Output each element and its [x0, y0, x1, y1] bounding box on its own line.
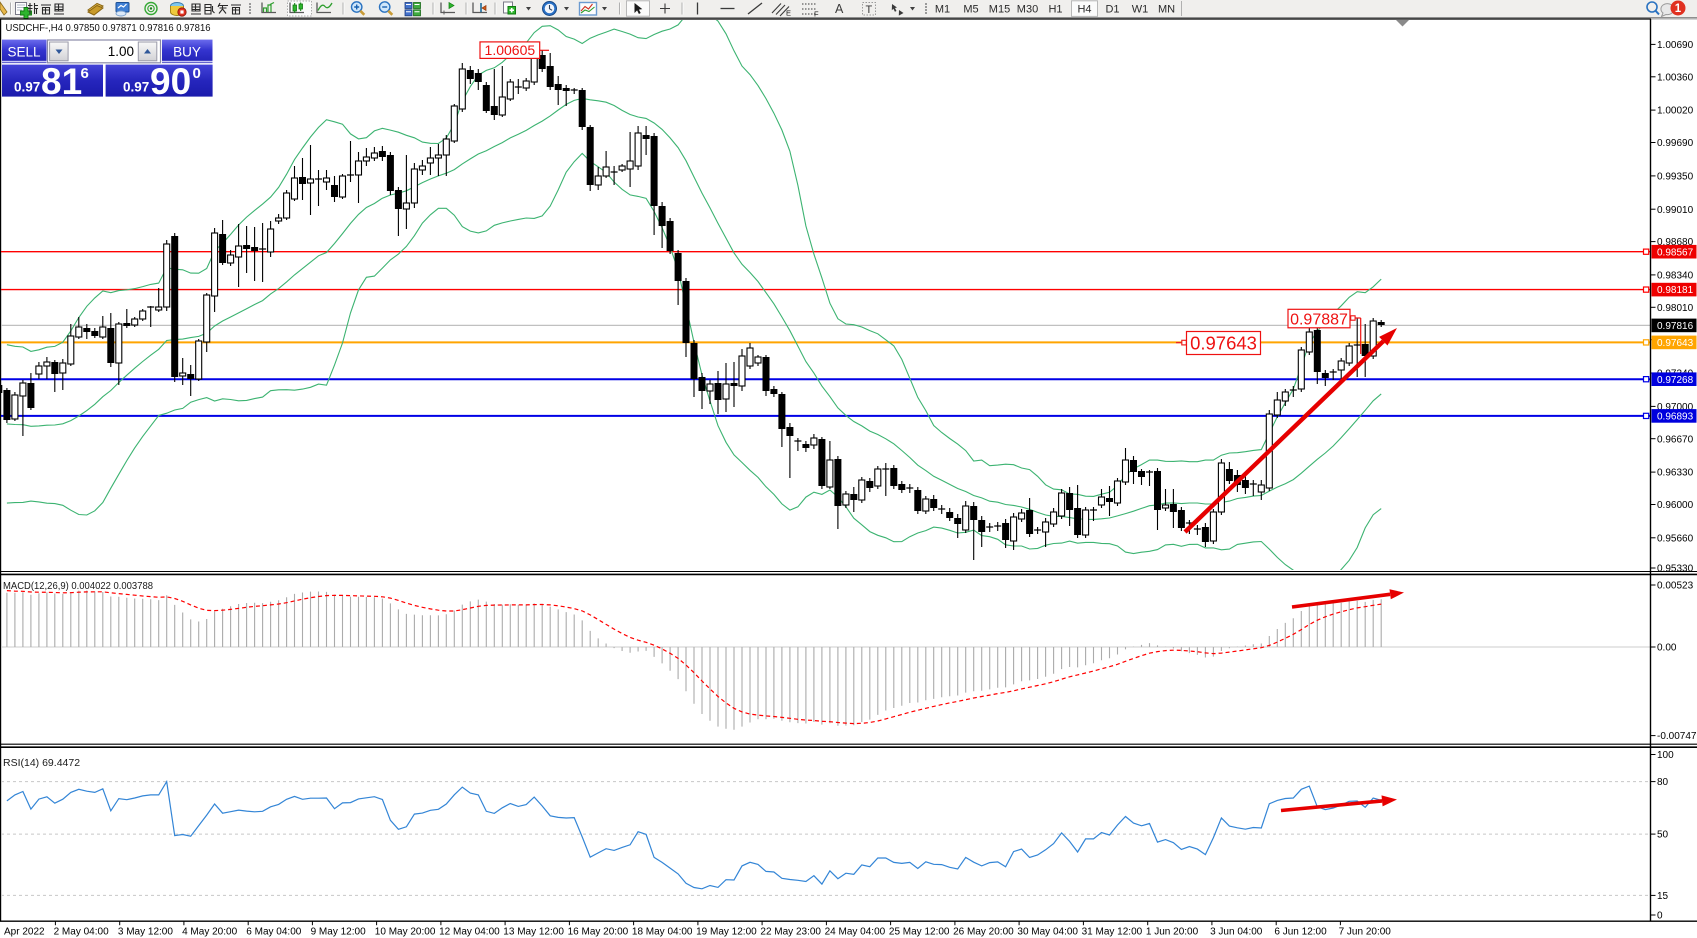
svg-text:6 May 04:00: 6 May 04:00: [246, 927, 301, 938]
svg-text:0.98680: 0.98680: [1657, 237, 1694, 248]
svg-text:0.98181: 0.98181: [1657, 285, 1694, 296]
svg-text:13 May 12:00: 13 May 12:00: [503, 927, 564, 938]
svg-text:24 May 04:00: 24 May 04:00: [825, 927, 886, 938]
svg-text:80: 80: [1657, 777, 1669, 788]
svg-text:9 May 12:00: 9 May 12:00: [311, 927, 366, 938]
svg-text:SELL: SELL: [7, 44, 41, 59]
svg-text:7 Jun 20:00: 7 Jun 20:00: [1339, 927, 1392, 938]
svg-text:100: 100: [1657, 750, 1674, 761]
svg-text:H1: H1: [1048, 4, 1062, 16]
svg-text:-0.00747: -0.00747: [1657, 731, 1697, 742]
svg-text:16 May 20:00: 16 May 20:00: [568, 927, 629, 938]
svg-text:0.99350: 0.99350: [1657, 172, 1694, 183]
svg-text:90: 90: [150, 61, 191, 102]
svg-text:0.97887: 0.97887: [1290, 311, 1348, 328]
svg-text:0.97643: 0.97643: [1190, 333, 1257, 354]
svg-text:Apr 2022: Apr 2022: [4, 927, 45, 938]
svg-text:0.95660: 0.95660: [1657, 533, 1694, 544]
svg-text:30 May 04:00: 30 May 04:00: [1017, 927, 1078, 938]
svg-text:22 May 23:00: 22 May 23:00: [760, 927, 821, 938]
svg-text:F: F: [814, 10, 819, 19]
svg-text:0.98010: 0.98010: [1657, 303, 1694, 314]
svg-text:A: A: [835, 2, 844, 16]
svg-text:25 May 12:00: 25 May 12:00: [889, 927, 950, 938]
svg-text:31 May 12:00: 31 May 12:00: [1082, 927, 1143, 938]
svg-text:M1: M1: [935, 4, 950, 16]
svg-text:M15: M15: [989, 4, 1010, 16]
svg-text:MACD(12,26,9) 0.004022 0.00378: MACD(12,26,9) 0.004022 0.003788: [3, 580, 153, 592]
svg-text:0.99010: 0.99010: [1657, 205, 1694, 216]
svg-text:USDCHF-,H4 0.97850 0.97871 0.: USDCHF-,H4 0.97850 0.97871 0.97816 0.978…: [6, 22, 211, 34]
svg-text:81: 81: [41, 61, 82, 102]
svg-text:19 May 12:00: 19 May 12:00: [696, 927, 757, 938]
svg-text:6: 6: [81, 65, 89, 82]
svg-text:1.00020: 1.00020: [1657, 106, 1694, 117]
svg-text:0.97000: 0.97000: [1657, 402, 1694, 413]
svg-text:H4: H4: [1077, 4, 1091, 16]
svg-text:12 May 04:00: 12 May 04:00: [439, 927, 500, 938]
svg-text:0.98340: 0.98340: [1657, 271, 1694, 282]
svg-text:MN: MN: [1158, 4, 1175, 16]
svg-text:1 Jun 20:00: 1 Jun 20:00: [1146, 927, 1199, 938]
svg-text:0.97268: 0.97268: [1657, 375, 1694, 386]
svg-text:0.99690: 0.99690: [1657, 138, 1694, 149]
svg-text:10 May 20:00: 10 May 20:00: [375, 927, 436, 938]
svg-text:1.00360: 1.00360: [1657, 72, 1694, 83]
svg-text:0.96000: 0.96000: [1657, 500, 1694, 511]
svg-text:0.96893: 0.96893: [1657, 412, 1694, 423]
svg-text:50: 50: [1657, 830, 1669, 841]
svg-text:1.00: 1.00: [108, 44, 134, 59]
svg-text:0.97: 0.97: [123, 80, 149, 95]
svg-text:0.97: 0.97: [14, 80, 40, 95]
svg-text:W1: W1: [1132, 4, 1149, 16]
svg-text:0.96670: 0.96670: [1657, 434, 1694, 445]
svg-text:M5: M5: [963, 4, 978, 16]
svg-text:18 May 04:00: 18 May 04:00: [632, 927, 693, 938]
svg-text:0.96330: 0.96330: [1657, 468, 1694, 479]
svg-text:0: 0: [1657, 911, 1663, 922]
svg-text:RSI(14) 69.4472: RSI(14) 69.4472: [3, 757, 80, 769]
svg-text:0.98567: 0.98567: [1657, 247, 1694, 258]
svg-text:4 May 20:00: 4 May 20:00: [182, 927, 237, 938]
svg-text:BUY: BUY: [173, 44, 201, 59]
svg-text:0.97643: 0.97643: [1657, 338, 1694, 349]
svg-text:0.97816: 0.97816: [1657, 321, 1694, 332]
svg-text:2 May 04:00: 2 May 04:00: [54, 927, 109, 938]
svg-text:0: 0: [193, 65, 201, 82]
svg-text:26 May 20:00: 26 May 20:00: [953, 927, 1014, 938]
svg-text:M30: M30: [1017, 4, 1038, 16]
svg-text:0.00523: 0.00523: [1657, 581, 1694, 592]
svg-text:1.00605: 1.00605: [485, 42, 536, 58]
svg-text:1.00690: 1.00690: [1657, 40, 1694, 51]
svg-text:D1: D1: [1105, 4, 1119, 16]
svg-text:3 Jun 04:00: 3 Jun 04:00: [1210, 927, 1263, 938]
svg-text:1: 1: [1675, 3, 1682, 15]
svg-text:3 May 12:00: 3 May 12:00: [118, 927, 173, 938]
svg-text:15: 15: [1657, 891, 1669, 902]
svg-text:E: E: [786, 9, 791, 18]
svg-text:6 Jun 12:00: 6 Jun 12:00: [1274, 927, 1327, 938]
svg-text:0.00: 0.00: [1657, 643, 1677, 654]
svg-text:T: T: [866, 4, 873, 16]
svg-text:0.95330: 0.95330: [1657, 564, 1694, 575]
